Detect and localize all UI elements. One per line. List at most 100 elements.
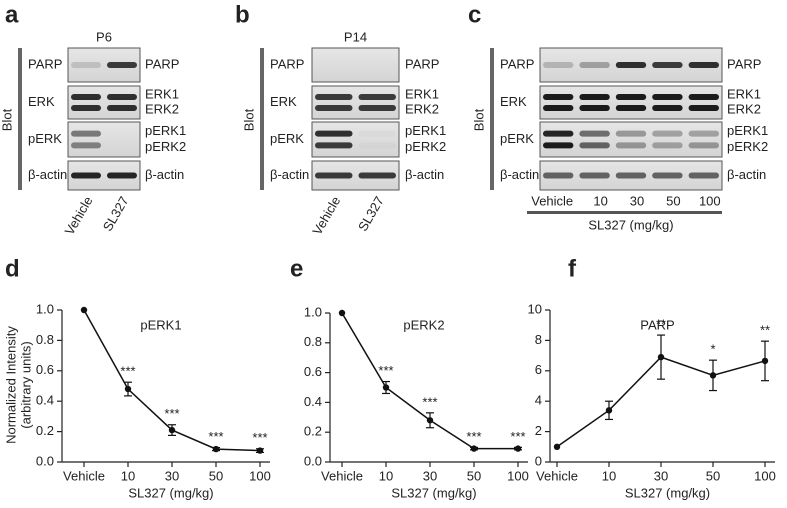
y-tick-label: 0.8 [36,332,54,347]
band [652,94,683,100]
x-tick-label: 100 [754,468,776,483]
band [358,94,396,100]
band-label: ERK2 [405,101,439,116]
x-tick-label: 10 [379,468,393,483]
lane-label: Vehicle [531,193,573,208]
y-tick-label: 0.4 [304,394,322,409]
significance: *** [466,429,481,444]
x-tick-label: 10 [602,468,616,483]
band [652,172,683,179]
band [71,130,101,137]
band [615,62,647,68]
band [543,130,574,137]
y-axis-label: (arbitrary units) [18,341,33,428]
point [212,445,220,453]
band [579,142,610,149]
x-tick-label: 100 [507,468,529,483]
y-tick-label: 0 [535,453,542,468]
band [359,142,397,148]
y-tick-label: 0.2 [304,424,322,439]
blot-strip [539,121,723,158]
lane-bar [527,211,722,214]
band [71,142,101,149]
panel-letter: f [568,255,577,282]
band [688,62,719,68]
significance: *** [378,363,393,378]
y-tick-label: 10 [528,301,542,316]
panel-letter: e [290,255,303,282]
band [315,142,353,149]
band [652,130,683,137]
row-label: pERK [500,131,534,146]
band-label: ERK1 [405,86,439,101]
row-label: ERK [28,94,55,109]
band [688,142,719,149]
significance: *** [208,429,223,444]
significance: ** [760,323,770,338]
x-tick-label: 30 [165,468,179,483]
panel-letter: d [5,255,20,282]
side-label: Blot [0,108,14,131]
blot-strip [539,85,723,120]
band-label: PARP [145,56,179,71]
point [657,353,665,361]
y-tick-label: 6 [535,362,542,377]
band [688,172,719,179]
y-tick-label: 0.2 [36,423,54,438]
band [107,172,137,179]
point [382,384,390,391]
band-label: ERK1 [727,86,761,101]
x-tick-label: Vehicle [321,468,363,483]
blot-bracket [260,48,264,190]
band [615,130,647,137]
band [579,172,610,179]
band [315,172,353,179]
y-tick-label: 0.6 [36,362,54,377]
point [709,372,717,379]
band [107,62,137,68]
blot-strip [311,85,400,120]
y-tick-label: 0.0 [36,453,54,468]
point [256,447,264,454]
x-tick-label: 30 [423,468,437,483]
band [652,62,683,68]
lane-label: SL327 [100,194,132,234]
significance: *** [164,406,179,421]
band [71,62,101,68]
band [543,172,574,179]
blot-strip [67,85,141,120]
panel-letter: c [468,1,481,28]
band [315,130,353,137]
band [359,131,397,137]
band [652,142,683,149]
band [579,62,610,68]
band [358,105,396,111]
band [71,94,101,100]
band [615,172,647,179]
point [80,306,88,314]
band-label: ERK2 [727,101,761,116]
significance: *** [422,394,437,409]
row-label: ERK [500,94,527,109]
band-label: pERK1 [145,123,186,138]
blot-bracket [490,48,494,190]
band [543,94,574,100]
blot-title: P14 [344,29,367,44]
point [605,407,613,414]
significance: * [710,342,715,357]
panel-letter: b [235,1,250,28]
significance: *** [120,364,135,379]
x-tick-label: 50 [467,468,481,483]
row-label: ERK [270,94,297,109]
band [688,94,719,100]
chart-title: pERK2 [403,317,444,332]
band [615,142,647,149]
y-tick-label: 1.0 [36,301,54,316]
blot-strip [311,121,400,158]
x-tick-label: 50 [706,468,720,483]
band [315,105,353,111]
y-tick-label: 2 [535,423,542,438]
x-tick-label: 10 [121,468,135,483]
blot-title: P6 [96,29,112,44]
